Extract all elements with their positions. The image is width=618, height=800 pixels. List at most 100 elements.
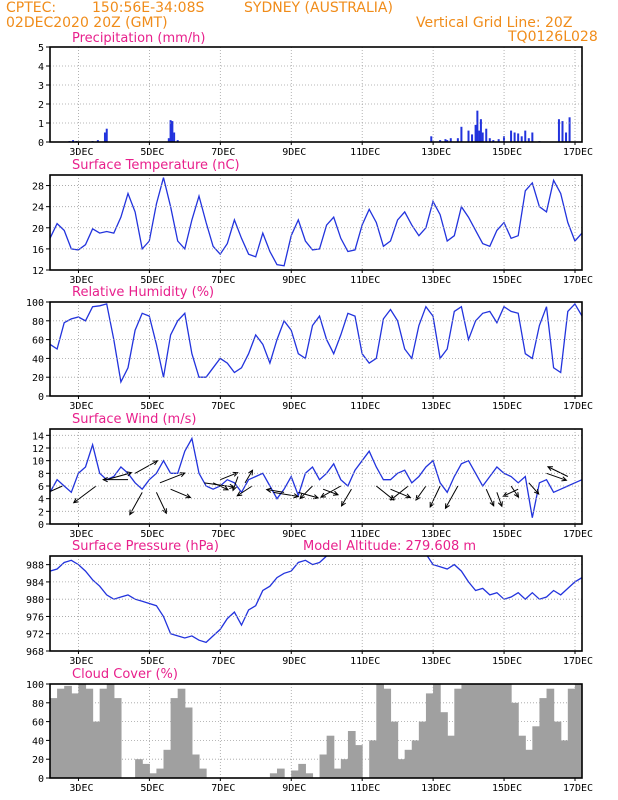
- header-grid-note: Vertical Grid Line: 20Z: [416, 15, 573, 31]
- y-tick-label: 0: [38, 392, 44, 403]
- cloud-bar: [560, 740, 569, 778]
- x-tick-label: 3DEC: [69, 401, 93, 412]
- precip-bar: [479, 119, 482, 142]
- x-tick-label: 9DEC: [282, 783, 306, 794]
- y-tick-label: 6: [38, 482, 44, 493]
- precip-bar: [96, 140, 99, 142]
- x-tick-label: 17DEC: [563, 783, 593, 794]
- x-tick-label: 5DEC: [140, 275, 164, 286]
- cloud-bar: [496, 684, 505, 778]
- y-tick-label: 972: [26, 630, 44, 641]
- wind-arrow: [155, 492, 167, 515]
- y-tick-label: 20: [32, 373, 44, 384]
- wind-arrow: [375, 485, 395, 501]
- cloud-bar: [482, 684, 491, 778]
- temperature-line: [50, 177, 582, 267]
- cloud-bar: [305, 773, 314, 778]
- wind-arrow: [231, 476, 239, 492]
- y-tick-label: 100: [26, 298, 44, 309]
- cloud-bar: [461, 684, 470, 778]
- y-tick-label: 5: [38, 43, 44, 54]
- precip-bar: [557, 119, 560, 142]
- cloud-bar: [404, 749, 413, 778]
- cloud-bar: [191, 754, 200, 778]
- precip-bar: [173, 132, 176, 142]
- x-tick-label: 17DEC: [563, 401, 593, 412]
- x-tick-label: 9DEC: [282, 656, 306, 667]
- precip-bar: [105, 128, 108, 142]
- cloud-bar: [390, 721, 399, 778]
- cloud-bar: [574, 684, 582, 778]
- x-tick-label: 15DEC: [492, 275, 522, 286]
- x-tick-label: 13DEC: [421, 401, 451, 412]
- panel-pressure: Surface Pressure (hPa) Model Altitude: 27…: [26, 539, 593, 667]
- cloud-bar: [433, 684, 441, 778]
- pressure-title: Surface Pressure (hPa): [72, 539, 219, 554]
- y-tick-label: 984: [26, 578, 44, 589]
- wind-arrow: [444, 485, 459, 510]
- cloud-cover-title: Cloud Cover (%): [72, 667, 178, 682]
- precip-bar: [449, 138, 452, 142]
- precip-bar: [527, 138, 530, 142]
- cloud-bar: [411, 740, 420, 778]
- cloud-bar: [376, 684, 384, 778]
- cloud-bar: [198, 768, 207, 778]
- temperature-frame: [49, 174, 583, 271]
- y-tick-label: 10: [32, 457, 44, 468]
- cloud-bar: [71, 693, 79, 778]
- wind-arrow: [299, 485, 313, 500]
- precip-bar: [488, 138, 491, 142]
- precip-bar: [446, 140, 449, 142]
- cloud-bar: [539, 698, 548, 778]
- x-tick-label: 13DEC: [421, 783, 451, 794]
- x-tick-label: 11DEC: [350, 147, 380, 158]
- cloud-bar: [447, 735, 455, 778]
- header-station-label: CPTEC:: [6, 0, 57, 16]
- precip-bar: [439, 140, 442, 142]
- cloud-bar: [347, 731, 356, 778]
- x-tick-label: 11DEC: [350, 783, 380, 794]
- precip-bar: [474, 124, 477, 142]
- wind-arrow: [170, 488, 192, 499]
- precipitation-title: Precipitation (mm/h): [72, 31, 205, 46]
- cloud-bar: [92, 721, 101, 778]
- y-tick-label: 2: [38, 507, 44, 518]
- pressure-line: [50, 556, 582, 644]
- cloud-bar: [291, 770, 299, 778]
- y-tick-label: 4: [38, 62, 44, 73]
- x-tick-label: 11DEC: [350, 656, 380, 667]
- cloud-bar: [546, 688, 555, 778]
- precip-bar: [167, 138, 170, 142]
- y-tick-label: 1: [38, 119, 44, 130]
- precip-bar: [531, 132, 534, 142]
- precip-bar: [430, 136, 433, 142]
- x-tick-label: 5DEC: [140, 656, 164, 667]
- y-tick-label: 60: [32, 718, 44, 729]
- y-tick-label: 0: [38, 138, 44, 149]
- cloud-bar: [319, 754, 328, 778]
- wind-arrow: [50, 485, 63, 493]
- precip-bar: [478, 130, 481, 142]
- precip-bar: [485, 128, 488, 142]
- y-tick-label: 20: [32, 755, 44, 766]
- cloud-bar: [269, 773, 278, 778]
- y-tick-label: 16: [32, 245, 44, 256]
- cloud-bar: [163, 749, 172, 778]
- wind-arrow: [102, 477, 129, 483]
- y-tick-label: 968: [26, 647, 44, 658]
- x-tick-label: 5DEC: [140, 783, 164, 794]
- pressure-frame: [49, 555, 583, 652]
- x-tick-label: 13DEC: [421, 529, 451, 540]
- cloud-bar: [567, 688, 576, 778]
- y-tick-label: 24: [32, 203, 44, 214]
- wind-arrow: [134, 460, 159, 474]
- cloud-bar: [298, 763, 306, 778]
- wind-arrow: [273, 491, 300, 499]
- cloud-bar: [333, 768, 342, 778]
- temperature-title: Surface Temperature (nC): [72, 158, 240, 173]
- cloud-bar: [511, 702, 519, 778]
- precip-bar: [513, 132, 516, 142]
- x-tick-label: 7DEC: [211, 401, 235, 412]
- wind-arrow: [502, 488, 519, 497]
- cloud-bar: [525, 749, 533, 778]
